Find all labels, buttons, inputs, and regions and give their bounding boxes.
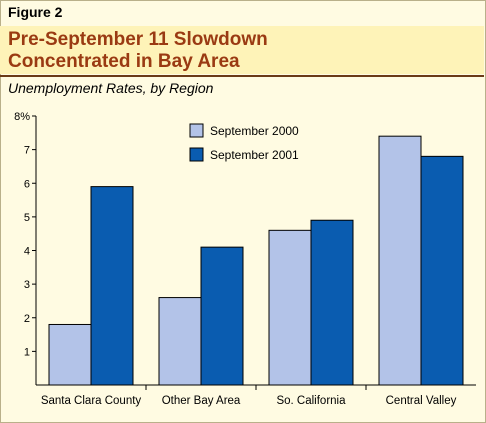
bar-2001 (310, 219, 354, 386)
figure-label: Figure 2 (8, 4, 63, 20)
y-tick-label: 6 (24, 178, 30, 190)
bar-2001 (420, 155, 464, 386)
bar-2000 (378, 135, 422, 386)
legend-label: September 2001 (210, 148, 299, 162)
title-band (0, 26, 484, 74)
y-tick-label: 7 (24, 145, 30, 157)
category-label: Santa Clara County (41, 395, 142, 407)
title-rule (0, 75, 484, 77)
y-tick-label: 8% (14, 111, 30, 123)
category-label: Other Bay Area (162, 395, 241, 407)
legend-swatch (189, 123, 204, 138)
bar-2001 (200, 246, 244, 386)
bar-2001 (90, 186, 134, 386)
category-label: So. California (276, 395, 346, 407)
chart-title: Pre-September 11 Slowdown Concentrated i… (8, 29, 268, 73)
y-tick-label: 3 (24, 279, 30, 291)
y-tick-label: 5 (24, 212, 30, 224)
y-tick-label: 2 (24, 313, 30, 325)
chart-title-line-1: Pre-September 11 Slowdown (8, 29, 268, 50)
bar-2000 (268, 229, 312, 386)
chart-subtitle: Unemployment Rates, by Region (8, 80, 214, 96)
y-tick-label: 4 (24, 246, 30, 258)
legend-label: September 2000 (210, 124, 299, 138)
category-label: Central Valley (386, 395, 457, 407)
bar-2000 (158, 297, 202, 386)
bar-2000 (48, 323, 92, 386)
y-tick-label: 1 (24, 346, 30, 358)
chart-title-line-2: Concentrated in Bay Area (8, 51, 240, 72)
legend-swatch (189, 147, 204, 162)
